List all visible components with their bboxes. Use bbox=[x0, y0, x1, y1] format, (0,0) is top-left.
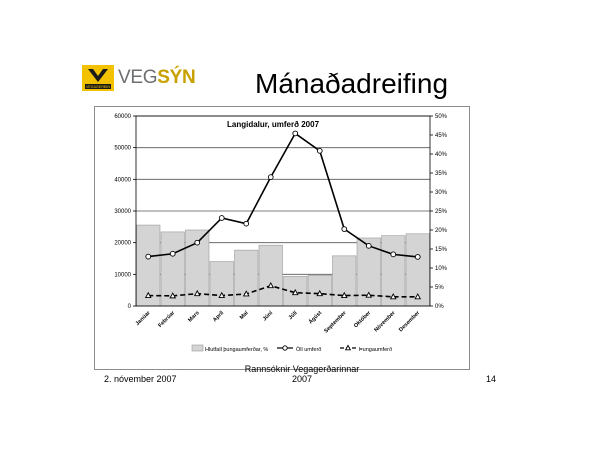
legend-label-heavy-share: Hlutfall þungaumferðar, % bbox=[205, 346, 268, 353]
footer-date: 2. nóvember 2007 bbox=[104, 374, 177, 384]
point-heavy-traffic bbox=[365, 291, 373, 298]
point-all-traffic bbox=[341, 226, 348, 232]
point-all-traffic bbox=[316, 147, 323, 154]
category-label: Júlí bbox=[288, 310, 299, 321]
logo-wordmark: VEGSÝN bbox=[118, 67, 196, 89]
left-axis-tick-label: 30000 bbox=[114, 209, 131, 215]
point-all-traffic bbox=[169, 250, 176, 257]
point-heavy-traffic bbox=[193, 289, 201, 297]
bar-heavy-share bbox=[234, 249, 259, 307]
legend-marker-all-traffic bbox=[282, 345, 288, 351]
line-all-traffic bbox=[148, 132, 418, 258]
left-axis-tick-label: 20000 bbox=[114, 241, 131, 247]
left-axis-tick-label: 60000 bbox=[114, 114, 131, 120]
point-all-traffic bbox=[145, 253, 152, 260]
logo-text-veg: VEG bbox=[118, 67, 158, 88]
bar-heavy-share bbox=[209, 261, 234, 307]
right-axis-tick-label: 25% bbox=[435, 209, 448, 215]
left-axis-tick-label: 50000 bbox=[114, 146, 131, 152]
point-heavy-traffic bbox=[242, 290, 250, 297]
footer-source-line2: 2007 bbox=[291, 374, 313, 384]
point-all-traffic bbox=[390, 251, 397, 258]
right-axis-tick-label: 50% bbox=[435, 114, 448, 120]
left-axis-tick-label: 40000 bbox=[114, 177, 131, 183]
point-heavy-traffic bbox=[340, 291, 348, 299]
logo-text-syn: SÝN bbox=[157, 67, 196, 88]
slide-title: Mánaðadreifing bbox=[255, 68, 449, 99]
left-axis-tick-label: 10000 bbox=[114, 272, 131, 278]
point-heavy-traffic bbox=[414, 293, 422, 300]
footer-source-line1: Rannsóknir Vegagerðarinnar bbox=[244, 364, 360, 374]
bar-heavy-share bbox=[258, 244, 283, 307]
right-axis-tick-label: 45% bbox=[435, 133, 448, 139]
traffic-chart: 0 10000 20000 30000 40000 50000 60000 0% 5% 10% 15… bbox=[94, 106, 470, 370]
legend-marker-heavy-traffic bbox=[344, 344, 352, 351]
point-heavy-traffic bbox=[291, 288, 299, 296]
category-label: Maí bbox=[239, 310, 250, 321]
point-heavy-traffic bbox=[316, 289, 324, 297]
point-all-traffic bbox=[365, 242, 372, 249]
point-heavy-traffic bbox=[389, 293, 397, 300]
legend-label-all-traffic: Öll umferð bbox=[296, 346, 321, 353]
plot-area-border bbox=[135, 115, 431, 307]
point-all-traffic bbox=[243, 220, 250, 227]
page-number: 14 bbox=[486, 374, 497, 384]
right-axis-tick-label: 30% bbox=[435, 190, 448, 196]
chart-title: Langidalur, umferð 2007 bbox=[227, 120, 320, 129]
right-axis-tick-label: 35% bbox=[435, 171, 448, 177]
right-axis-tick-label: 15% bbox=[435, 247, 448, 253]
logo-small-text: VEGAGERÐIN bbox=[86, 85, 110, 89]
point-all-traffic bbox=[267, 174, 274, 180]
footer-source: Rannsóknir Vegagerðarinnar 2007 bbox=[232, 364, 372, 384]
point-all-traffic bbox=[414, 254, 421, 260]
right-axis-tick-label: 20% bbox=[435, 228, 448, 234]
point-heavy-traffic bbox=[218, 291, 226, 299]
bar-heavy-share bbox=[332, 255, 357, 307]
right-axis-tick-label: 5% bbox=[435, 285, 444, 291]
right-axis-tick-label: 40% bbox=[435, 152, 448, 158]
right-axis-tick-label: 0% bbox=[435, 304, 444, 310]
point-all-traffic bbox=[292, 130, 299, 137]
right-axis-tick-label: 10% bbox=[435, 266, 448, 272]
legend-label-heavy-traffic: Þungaumferð bbox=[359, 346, 392, 353]
legend-swatch-heavy-share bbox=[191, 344, 204, 352]
left-axis-tick-label: 0 bbox=[128, 304, 132, 310]
line-heavy-traffic bbox=[148, 284, 418, 298]
point-heavy-traffic bbox=[169, 292, 177, 299]
point-all-traffic bbox=[218, 215, 225, 221]
point-all-traffic bbox=[194, 239, 201, 246]
vegagerdin-logo-icon: VEGAGERÐIN bbox=[82, 65, 114, 91]
point-heavy-traffic bbox=[267, 281, 275, 289]
point-heavy-traffic bbox=[144, 291, 152, 299]
